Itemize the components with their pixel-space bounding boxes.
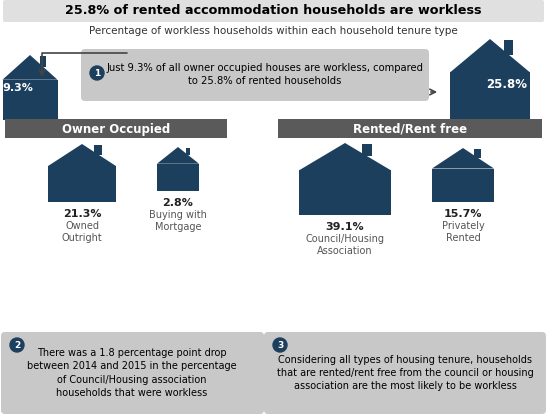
Circle shape xyxy=(90,66,104,80)
Text: 39.1%: 39.1% xyxy=(325,222,364,232)
Text: There was a 1.8 percentage point drop
between 2014 and 2015 in the percentage
of: There was a 1.8 percentage point drop be… xyxy=(27,348,237,398)
Text: 21.3%: 21.3% xyxy=(63,209,101,219)
Text: to 25.8% of rented households: to 25.8% of rented households xyxy=(188,76,342,86)
Bar xyxy=(450,73,530,127)
Polygon shape xyxy=(3,55,57,80)
Text: Just 9.3% of all owner occupied houses are workless, compared: Just 9.3% of all owner occupied houses a… xyxy=(107,63,423,73)
Polygon shape xyxy=(450,39,530,73)
Text: 25.8% of rented accommodation households are workless: 25.8% of rented accommodation households… xyxy=(65,5,481,17)
Text: Council/Housing
Association: Council/Housing Association xyxy=(306,234,385,256)
Text: 2: 2 xyxy=(14,340,20,349)
Bar xyxy=(3,80,57,120)
Bar xyxy=(504,40,513,55)
Bar xyxy=(278,119,542,138)
Text: 3: 3 xyxy=(277,340,283,349)
Text: 2.8%: 2.8% xyxy=(162,198,194,208)
Text: 25.8%: 25.8% xyxy=(486,78,527,91)
FancyBboxPatch shape xyxy=(3,0,544,22)
Text: 1: 1 xyxy=(94,68,100,78)
Bar xyxy=(48,166,116,202)
FancyBboxPatch shape xyxy=(81,49,429,101)
Bar xyxy=(157,164,199,191)
Bar xyxy=(5,119,227,138)
Bar xyxy=(432,168,494,202)
Polygon shape xyxy=(157,147,199,164)
Text: Rented/Rent free: Rented/Rent free xyxy=(353,122,467,136)
Text: 9.3%: 9.3% xyxy=(3,83,33,93)
Text: Privately
Rented: Privately Rented xyxy=(441,221,485,244)
Circle shape xyxy=(273,338,287,352)
Bar xyxy=(362,144,371,156)
Bar xyxy=(474,149,481,158)
Text: Owned
Outright: Owned Outright xyxy=(62,221,102,244)
Polygon shape xyxy=(299,143,391,171)
Bar xyxy=(94,145,102,154)
Bar xyxy=(40,56,46,67)
Text: Considering all types of housing tenure, households
that are rented/rent free fr: Considering all types of housing tenure,… xyxy=(277,355,533,391)
Text: Buying with
Mortgage: Buying with Mortgage xyxy=(149,210,207,232)
FancyBboxPatch shape xyxy=(264,332,546,414)
Text: Percentage of workless households within each household tenure type: Percentage of workless households within… xyxy=(89,26,457,36)
Bar xyxy=(185,147,190,155)
Text: Owner Occupied: Owner Occupied xyxy=(62,122,170,136)
Polygon shape xyxy=(48,144,116,166)
Circle shape xyxy=(10,338,24,352)
Polygon shape xyxy=(432,148,494,168)
FancyBboxPatch shape xyxy=(1,332,264,414)
Text: 15.7%: 15.7% xyxy=(444,209,482,219)
Bar xyxy=(299,171,391,215)
